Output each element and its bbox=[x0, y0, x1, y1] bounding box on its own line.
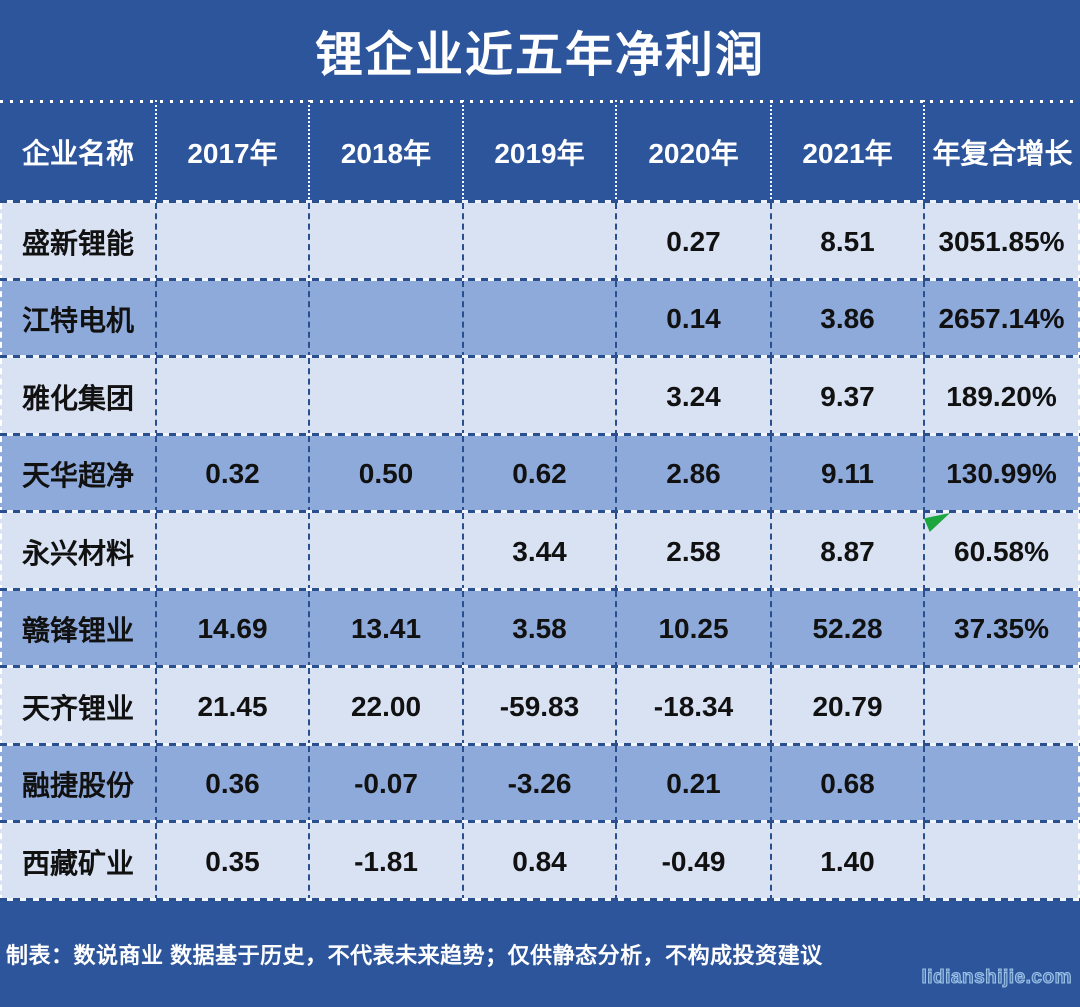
value-cell bbox=[155, 358, 308, 436]
value-cell: 0.50 bbox=[308, 435, 462, 513]
value-cell: 0.32 bbox=[155, 435, 308, 513]
value-cell: 0.62 bbox=[462, 435, 615, 513]
source-note: 制表：数说商业 数据基于历史，不代表未来趋势；仅供静态分析，不构成投资建议 bbox=[6, 942, 823, 968]
column-header: 企业名称 bbox=[22, 137, 135, 169]
column-header: 2020年 bbox=[615, 100, 770, 203]
value-cell: -59.83 bbox=[462, 668, 615, 746]
table-row: 西藏矿业 0.35 -1.81 0.84 -0.49 1.40 bbox=[0, 823, 1080, 901]
footer: 制表：数说商业 数据基于历史，不代表未来趋势；仅供静态分析，不构成投资建议 li… bbox=[0, 901, 1080, 1007]
table-row: 雅化集团 3.24 9.37 189.20% bbox=[0, 358, 1080, 436]
company-name-cell: 盛新锂能 bbox=[22, 227, 135, 259]
value-cell: 189.20% bbox=[923, 358, 1078, 436]
column-header: 2018年 bbox=[308, 100, 462, 203]
value-cell bbox=[462, 358, 615, 436]
value-cell: 20.79 bbox=[770, 668, 923, 746]
value-cell: 2.58 bbox=[615, 513, 770, 591]
value-cell: 8.87 bbox=[770, 513, 923, 591]
value-cell: 3.58 bbox=[462, 590, 615, 668]
table-body: 盛新锂能 0.27 8.51 3051.85% 江特电机 0.14 3.86 2657.14%… bbox=[0, 203, 1080, 901]
value-cell: 9.37 bbox=[770, 358, 923, 436]
column-header: 2017年 bbox=[155, 100, 308, 203]
table-row: 盛新锂能 0.27 8.51 3051.85% bbox=[0, 203, 1080, 281]
value-cell bbox=[923, 668, 1078, 746]
value-cell: 0.68 bbox=[770, 745, 923, 823]
value-cell: 10.25 bbox=[615, 590, 770, 668]
company-name-cell: 永兴材料 bbox=[22, 537, 135, 569]
company-name-cell: 天齐锂业 bbox=[22, 692, 135, 724]
value-cell: 3051.85% bbox=[923, 203, 1078, 281]
value-cell: -1.81 bbox=[308, 823, 462, 901]
value-cell: 0.27 bbox=[615, 203, 770, 281]
value-cell bbox=[308, 203, 462, 281]
value-cell: -18.34 bbox=[615, 668, 770, 746]
table-row: 永兴材料 3.44 2.58 8.87 60.58% bbox=[0, 513, 1080, 591]
value-cell: 52.28 bbox=[770, 590, 923, 668]
company-name-cell: 赣锋锂业 bbox=[22, 615, 135, 647]
value-cell bbox=[923, 745, 1078, 823]
value-cell: 0.21 bbox=[615, 745, 770, 823]
value-cell: 3.44 bbox=[462, 513, 615, 591]
value-cell bbox=[308, 513, 462, 591]
value-cell bbox=[462, 280, 615, 358]
value-cell: 0.14 bbox=[615, 280, 770, 358]
company-name-cell: 西藏矿业 bbox=[22, 847, 135, 879]
value-cell bbox=[308, 280, 462, 358]
table-header-row: 企业名称 2017年 2018年 2019年 2020年 2021年 年复合增长 bbox=[0, 100, 1080, 203]
value-cell: 13.41 bbox=[308, 590, 462, 668]
value-cell: 3.24 bbox=[615, 358, 770, 436]
value-cell: 8.51 bbox=[770, 203, 923, 281]
company-name-cell: 融捷股份 bbox=[22, 770, 135, 802]
value-cell: 0.84 bbox=[462, 823, 615, 901]
value-cell: 3.86 bbox=[770, 280, 923, 358]
value-cell: 22.00 bbox=[308, 668, 462, 746]
value-cell bbox=[462, 203, 615, 281]
watermark: lidianshijie.com bbox=[921, 967, 1072, 989]
value-cell: 14.69 bbox=[155, 590, 308, 668]
table-row: 江特电机 0.14 3.86 2657.14% bbox=[0, 280, 1080, 358]
title-bar: 锂企业近五年净利润 bbox=[0, 0, 1080, 100]
green-corner-flag-icon bbox=[924, 513, 950, 532]
value-cell: 60.58% bbox=[923, 513, 1078, 591]
value-cell: 1.40 bbox=[770, 823, 923, 901]
company-name-cell: 雅化集团 bbox=[22, 382, 135, 414]
table-row: 赣锋锂业 14.69 13.41 3.58 10.25 52.28 37.35% bbox=[0, 590, 1080, 668]
column-header: 年复合增长 bbox=[923, 100, 1080, 203]
table-row: 天华超净 0.32 0.50 0.62 2.86 9.11 130.99% bbox=[0, 435, 1080, 513]
value-cell: 21.45 bbox=[155, 668, 308, 746]
value-cell: 0.35 bbox=[155, 823, 308, 901]
value-cell: -0.07 bbox=[308, 745, 462, 823]
table-row: 天齐锂业 21.45 22.00 -59.83 -18.34 20.79 bbox=[0, 668, 1080, 746]
value-cell bbox=[923, 823, 1078, 901]
value-cell bbox=[155, 203, 308, 281]
value-cell: 37.35% bbox=[923, 590, 1078, 668]
value-cell: 2657.14% bbox=[923, 280, 1078, 358]
value-cell bbox=[155, 280, 308, 358]
table-row: 融捷股份 0.36 -0.07 -3.26 0.21 0.68 bbox=[0, 745, 1080, 823]
value-cell: -3.26 bbox=[462, 745, 615, 823]
company-name-cell: 天华超净 bbox=[22, 460, 135, 492]
value-cell: 9.11 bbox=[770, 435, 923, 513]
value-cell: 130.99% bbox=[923, 435, 1078, 513]
value-cell bbox=[308, 358, 462, 436]
page-title: 锂企业近五年净利润 bbox=[314, 29, 765, 82]
value-cell: -0.49 bbox=[615, 823, 770, 901]
value-cell: 2.86 bbox=[615, 435, 770, 513]
value-cell: 0.36 bbox=[155, 745, 308, 823]
value-cell bbox=[155, 513, 308, 591]
company-name-cell: 江特电机 bbox=[22, 305, 135, 337]
column-header: 2019年 bbox=[462, 100, 615, 203]
column-header: 2021年 bbox=[770, 100, 923, 203]
